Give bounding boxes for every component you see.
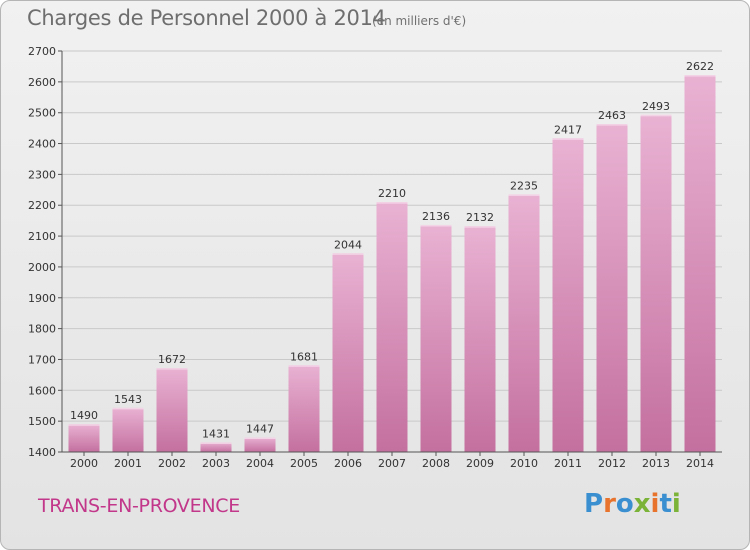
x-tick-label: 2004	[246, 457, 274, 470]
bar-top-edge	[684, 75, 716, 77]
x-tick-label: 2008	[422, 457, 450, 470]
x-tick-label: 2011	[554, 457, 582, 470]
bar-2003	[200, 442, 232, 452]
logo-letter: o	[615, 489, 634, 519]
data-label: 1431	[202, 427, 230, 440]
bar-top-edge	[200, 442, 232, 444]
bar-top-edge	[376, 202, 408, 204]
x-tick-label: 2005	[290, 457, 318, 470]
bar-top-edge	[464, 226, 496, 228]
x-tick-label: 2000	[70, 457, 98, 470]
bar-2001	[112, 407, 144, 452]
bar-top-edge	[68, 424, 100, 426]
y-tick-label: 2400	[28, 138, 56, 151]
data-label: 2235	[510, 179, 538, 192]
x-tick-label: 2013	[642, 457, 670, 470]
logo-letter: t	[659, 489, 672, 519]
logo-letter: r	[603, 489, 616, 519]
y-tick-label: 2000	[28, 261, 56, 274]
data-label: 2463	[598, 109, 626, 122]
y-tick-label: 1700	[28, 353, 56, 366]
y-tick-label: 1400	[28, 446, 56, 459]
logo-letter: P	[584, 489, 604, 519]
bar-2000	[68, 424, 100, 452]
x-tick-label: 2012	[598, 457, 626, 470]
y-tick-label: 2600	[28, 76, 56, 89]
x-tick-label: 2009	[466, 457, 494, 470]
x-tick-label: 2001	[114, 457, 142, 470]
data-label: 2417	[554, 123, 582, 136]
bar-top-edge	[156, 368, 188, 370]
chart-subtitle: (en milliers d'€)	[372, 14, 467, 28]
y-tick-label: 1500	[28, 415, 56, 428]
y-tick-label: 2700	[28, 45, 56, 58]
logo-letter: i	[650, 489, 660, 519]
y-tick-label: 2100	[28, 230, 56, 243]
bar-2012	[596, 124, 628, 453]
bar-top-edge	[112, 407, 144, 410]
logo-letter: i	[671, 489, 681, 519]
data-label: 1447	[246, 423, 274, 436]
data-label: 2210	[378, 187, 406, 200]
bar-2005	[288, 365, 320, 452]
bar-top-edge	[596, 124, 628, 126]
bar-2008	[420, 224, 452, 452]
data-label: 1490	[70, 409, 98, 422]
x-tick-label: 2014	[686, 457, 714, 470]
commune-name: TRANS-EN-PROVENCE	[38, 495, 240, 517]
bar-2011	[552, 138, 584, 452]
bar-2007	[376, 202, 408, 452]
data-label: 2493	[642, 100, 670, 113]
bar-2004	[244, 437, 276, 452]
data-label: 1681	[290, 350, 318, 363]
chart-title: Charges de Personnel 2000 à 2014	[27, 6, 386, 30]
bar-top-edge	[640, 114, 672, 117]
data-label: 2622	[686, 60, 714, 73]
data-label: 1543	[114, 393, 142, 406]
y-tick-label: 2500	[28, 107, 56, 120]
bar-top-edge	[552, 138, 584, 140]
y-tick-label: 2300	[28, 168, 56, 181]
bar-top-edge	[508, 194, 540, 196]
bar-2009	[464, 226, 496, 452]
data-label: 2044	[334, 238, 362, 251]
x-tick-label: 2007	[378, 457, 406, 470]
y-tick-label: 1800	[28, 323, 56, 336]
x-tick-label: 2003	[202, 457, 230, 470]
bar-top-edge	[332, 253, 364, 255]
x-tick-label: 2010	[510, 457, 538, 470]
bar-2010	[508, 194, 540, 452]
logo-letter: x	[633, 489, 651, 519]
data-label: 2136	[422, 210, 450, 223]
bar-2006	[332, 253, 364, 452]
bar-top-edge	[288, 365, 320, 367]
bar-top-edge	[244, 437, 276, 440]
bar-2014	[684, 75, 716, 452]
bar-top-edge	[420, 224, 452, 227]
data-label: 2132	[466, 211, 494, 224]
bar-2002	[156, 368, 188, 452]
y-tick-label: 1600	[28, 384, 56, 397]
y-tick-label: 2200	[28, 199, 56, 212]
bar-2013	[640, 114, 672, 453]
y-tick-label: 1900	[28, 292, 56, 305]
proxiti-logo: Proxiti	[584, 489, 681, 519]
data-label: 1672	[158, 353, 186, 366]
x-tick-label: 2002	[158, 457, 186, 470]
x-tick-label: 2006	[334, 457, 362, 470]
